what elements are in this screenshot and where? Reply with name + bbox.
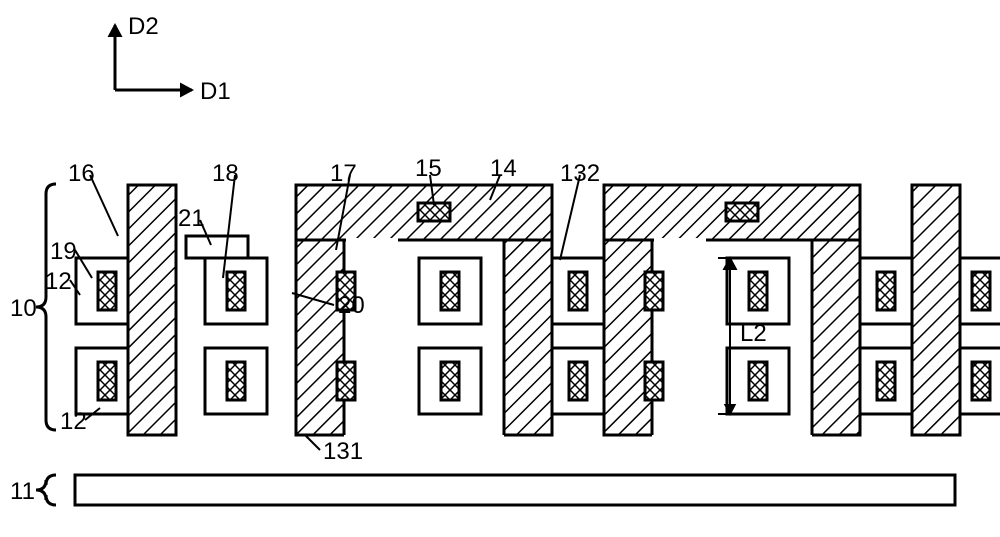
ref-21: 21 <box>178 205 205 233</box>
ref-14: 14 <box>490 155 517 183</box>
dimension-l2-label: L2 <box>740 320 767 348</box>
region-11-label: 11 <box>10 478 35 506</box>
ref-132: 132 <box>560 160 600 188</box>
ref-20: 20 <box>338 292 365 320</box>
ref-16: 16 <box>68 160 95 188</box>
ref-12: 12 <box>60 408 87 436</box>
ref-19: 19 <box>50 238 77 266</box>
ref-18: 18 <box>212 160 239 188</box>
ref-131: 131 <box>323 438 363 466</box>
region-10-label: 10 <box>10 295 37 323</box>
ref-12: 12 <box>45 268 72 296</box>
axis-d1-label: D1 <box>200 78 231 106</box>
ref-17: 17 <box>330 160 357 188</box>
axis-d2-label: D2 <box>128 13 159 41</box>
ref-15: 15 <box>415 155 442 183</box>
